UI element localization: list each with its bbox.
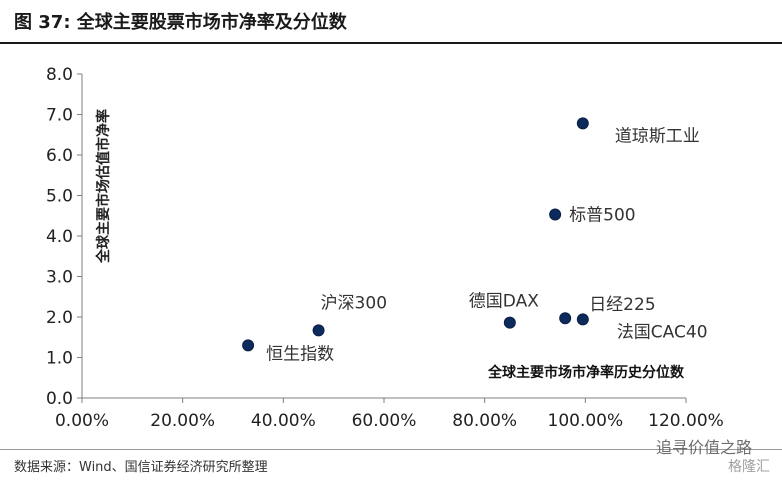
watermark: 追寻价值之路 (655, 438, 752, 457)
data-point (576, 313, 589, 326)
data-point-label: 德国DAX (469, 292, 539, 312)
data-point-label: 沪深300 (321, 293, 387, 313)
chart-marks (242, 117, 589, 352)
data-point (559, 312, 572, 325)
data-point (312, 324, 325, 337)
x-tick-label: 40.00% (251, 411, 316, 431)
x-tick-label: 120.00% (648, 411, 724, 431)
x-tick-label: 0.00% (55, 411, 109, 431)
data-point-label: 标普500 (569, 206, 635, 226)
data-point (549, 208, 562, 221)
scatter-chart: 0.0 1.0 2.0 3.0 4.0 5.0 6.0 7.0 8.0 0.00% 20.00% 40… (46, 65, 724, 431)
y-tick-label: 0.0 (46, 389, 73, 409)
x-tick-label: 60.00% (352, 411, 417, 431)
data-point-label: 恒生指数 (266, 344, 334, 364)
watermark-brand: 格隆汇 (728, 459, 770, 475)
y-axis-label: 全球主要市场估值市净率 (95, 109, 112, 264)
data-point (242, 339, 255, 352)
x-tick-label: 100.00% (548, 411, 624, 431)
data-point-label: 道琼斯工业 (615, 126, 700, 146)
x-tick-label: 80.00% (452, 411, 517, 431)
data-point (503, 316, 516, 329)
y-tick-label: 4.0 (46, 227, 73, 247)
figure-title: 图 37: 全球主要股票市场市净率及分位数 (14, 12, 347, 33)
source-note: 数据来源：Wind、国信证券经济研究所整理 (14, 460, 268, 475)
y-tick-label: 8.0 (46, 65, 73, 85)
x-axis-label: 全球主要市场市净率历史分位数 (487, 364, 685, 381)
title-bar: 图 37: 全球主要股票市场市净率及分位数 (0, 0, 782, 44)
y-tick-label: 2.0 (46, 308, 73, 328)
y-tick-label: 3.0 (46, 268, 73, 288)
y-tick-label: 7.0 (46, 106, 73, 126)
y-tick-label: 1.0 (46, 349, 73, 369)
y-tick-label: 6.0 (46, 146, 73, 166)
data-point-label: 日经225 (589, 295, 655, 315)
chart-axes: 0.0 1.0 2.0 3.0 4.0 5.0 6.0 7.0 8.0 0.00% 20.00% 40… (46, 65, 724, 431)
data-point (576, 117, 589, 130)
x-tick-label: 20.00% (150, 411, 215, 431)
y-tick-label: 5.0 (46, 187, 73, 207)
footer-divider (0, 449, 782, 450)
data-point-label: 法国CAC40 (617, 322, 708, 342)
